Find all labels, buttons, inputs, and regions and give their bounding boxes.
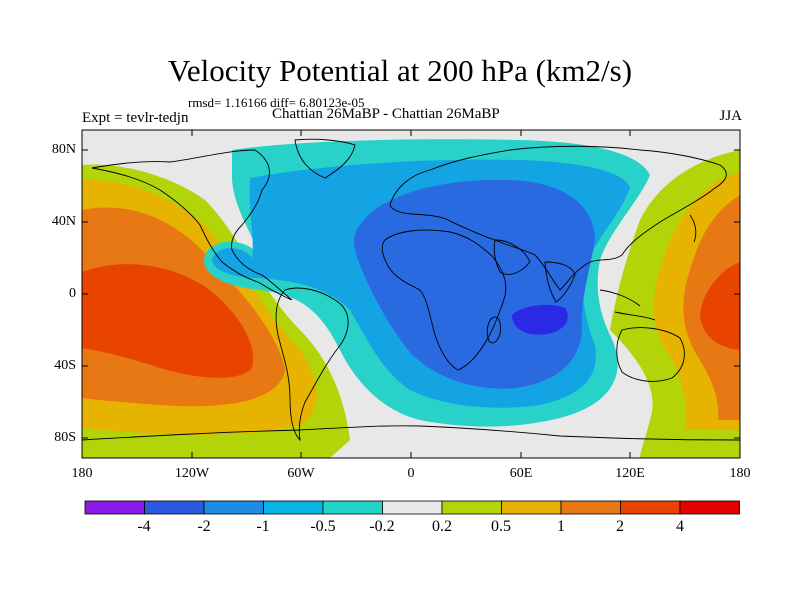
lon-tick-120e: 120E [615, 466, 645, 481]
lon-tick-60w: 60W [287, 466, 315, 481]
colorbar-swatch [501, 500, 562, 515]
colorbar-label: 0.5 [491, 518, 511, 535]
colorbar-swatch [322, 500, 383, 515]
rmsd-diff-label: rmsd= 1.16166 diff= 6.80123e-05 [188, 95, 365, 110]
field-red-orange-west [82, 264, 254, 378]
lon-tick-0: 0 [407, 466, 415, 481]
colorbar-swatch [382, 500, 443, 515]
colorbar-label: -2 [197, 518, 211, 535]
colorbar-label: 4 [676, 518, 684, 535]
colorbar-label: -0.2 [369, 518, 395, 535]
coast-south-america [275, 287, 349, 442]
lat-tick-40n: 40N [51, 214, 76, 229]
colorbar-label: -4 [137, 518, 151, 535]
lat-tick-0: 0 [69, 286, 76, 301]
colorbar-label: -0.5 [310, 518, 336, 535]
coast-antarctica [82, 425, 740, 441]
colorbar-label: 2 [616, 518, 624, 535]
coast-greenland [294, 138, 356, 179]
coast-madagascar [486, 316, 501, 344]
colorbar [84, 500, 740, 515]
lat-tick-80n: 80N [51, 142, 76, 157]
experiment-comparison-label: Chattian 26MaBP - Chattian 26MaBP [272, 106, 500, 122]
experiment-label: Expt = tevlr-tedjn [82, 110, 189, 126]
colorbar-swatch [263, 500, 324, 515]
field-deep-blue [512, 304, 568, 335]
lon-tick-60e: 60E [509, 466, 533, 481]
colorbar-swatch [679, 500, 740, 515]
colorbar-label: -1 [256, 518, 270, 535]
field-red-orange-east [700, 262, 740, 350]
lon-tick-180-east: 180 [729, 466, 751, 481]
colorbar-swatch [144, 500, 205, 515]
coast-arabia [493, 239, 531, 275]
lon-tick-120w: 120W [174, 466, 210, 481]
coast-japan [689, 214, 697, 243]
coast-north-america [91, 149, 293, 301]
colorbar-label: 0.2 [432, 518, 452, 535]
colorbar-swatch [620, 500, 681, 515]
coastlines [82, 138, 740, 442]
field-blue [354, 179, 595, 389]
lat-tick-40s: 40S [54, 358, 76, 373]
colorbar-label: 1 [557, 518, 565, 535]
coast-africa [381, 229, 507, 371]
lat-tick-80s: 80S [54, 430, 76, 445]
season-label: JJA [719, 108, 742, 124]
coast-australia [616, 327, 685, 382]
colorbar-swatch [441, 500, 502, 515]
coast-india [544, 261, 576, 303]
plot-title: Velocity Potential at 200 hPa (km2/s) [167, 53, 633, 88]
coast-eurasia [389, 145, 727, 291]
contour-field [82, 130, 740, 458]
lon-tick-180-west: 180 [71, 466, 93, 481]
axis-ticks [81, 130, 741, 458]
colorbar-swatch [560, 500, 621, 515]
colorbar-swatch [203, 500, 264, 515]
coast-se-asia [599, 289, 656, 321]
colorbar-swatch [84, 500, 145, 515]
